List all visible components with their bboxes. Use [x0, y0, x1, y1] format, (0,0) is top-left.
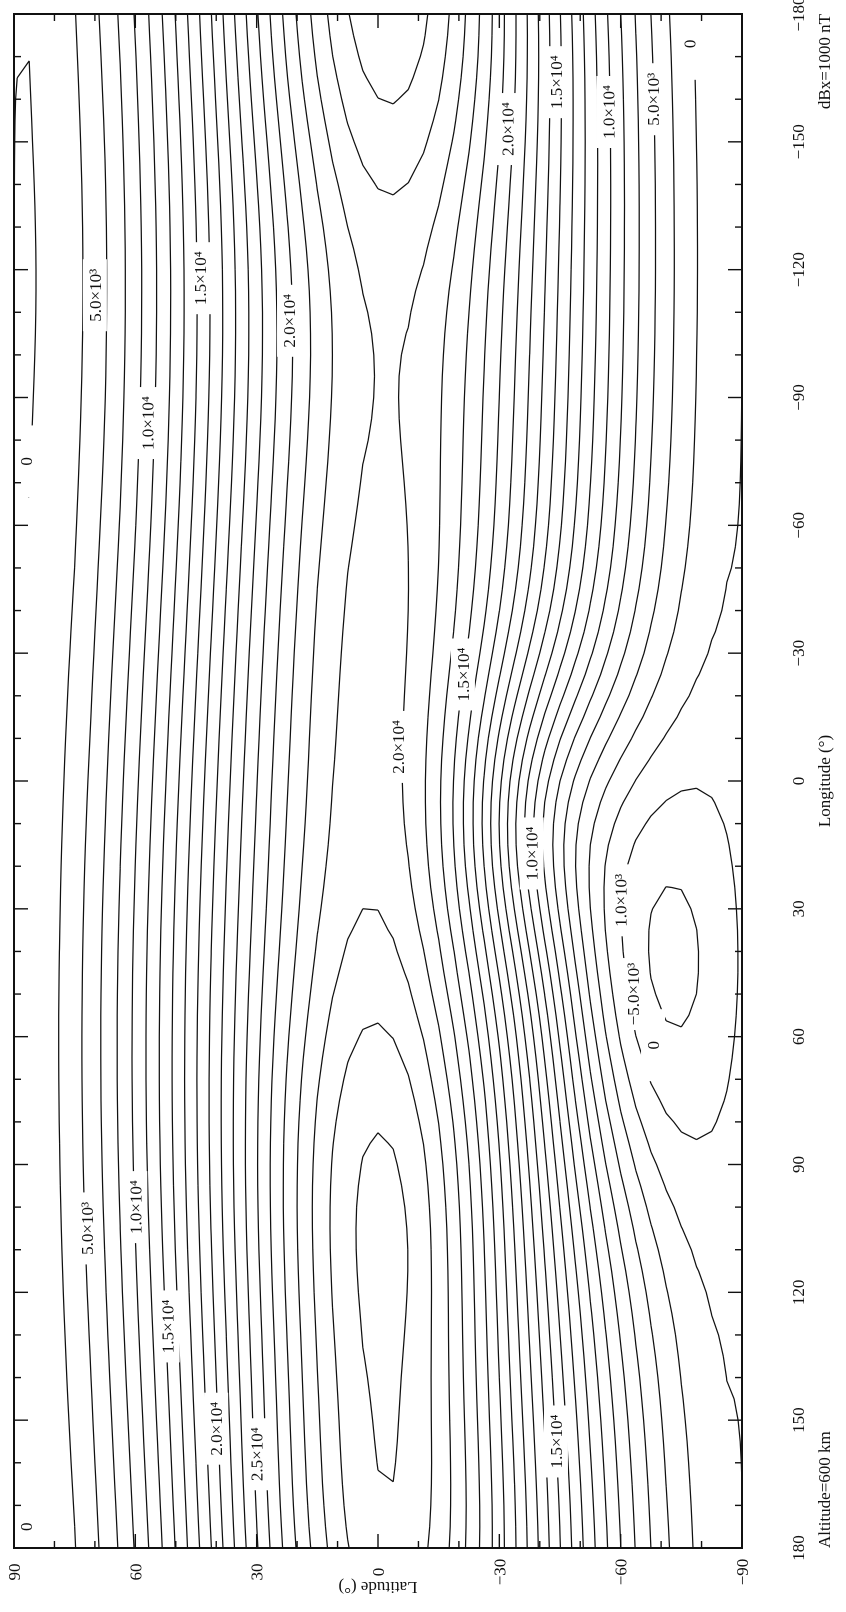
contour-label: 5.0×10³: [78, 1202, 97, 1255]
contour-label-background: [82, 259, 107, 332]
latitude-tick-label: −30: [490, 1559, 509, 1586]
longitude-tick-label: 90: [789, 1156, 808, 1173]
contour-label-background: [135, 387, 160, 460]
latitude-tick-labels: 90 60 30 0 −30 −60 −90: [5, 1559, 752, 1586]
contour-label-background: [608, 864, 633, 937]
contour-label-background: [188, 242, 213, 315]
longitude-tick-label: 0: [789, 777, 808, 786]
contour-label: 5.0×10³: [86, 269, 105, 322]
contour-label: 0: [17, 1522, 36, 1531]
contour-line: [311, 13, 452, 1549]
contour-line: [208, 13, 551, 1549]
x-axis-title: Longitude (°): [815, 735, 834, 827]
contour-label-background: [620, 958, 645, 1031]
contour-label-background: [519, 817, 544, 890]
axis-ticks: [13, 13, 743, 1549]
contour-label: 1.0×10⁴: [138, 396, 157, 450]
longitude-tick-label: −120: [789, 252, 808, 287]
contour-line: [145, 13, 612, 1549]
contour-label-background: [641, 63, 666, 136]
latitude-tick-label: −60: [612, 1559, 631, 1586]
contour-label: 1.5×10⁴: [159, 1299, 178, 1353]
contour-label-background: [277, 284, 302, 357]
contour-line: [171, 13, 586, 1549]
contour-label: 2.0×10⁴: [207, 1402, 226, 1456]
contour-label-background: [204, 1392, 229, 1465]
contour-lines: [13, 13, 743, 1549]
interval-annotation: dBx=1000 nT: [815, 13, 834, 109]
contour-line: [116, 13, 640, 1549]
longitude-tick-label: 180: [789, 1535, 808, 1561]
longitude-tick-label: −150: [789, 124, 808, 159]
contour-label-background: [14, 425, 39, 498]
contour-label-background: [123, 1171, 148, 1244]
contour-label: 2.0×10⁴: [389, 720, 408, 774]
longitude-tick-label: 30: [789, 900, 808, 917]
contour-label: −5.0×10³: [624, 963, 643, 1026]
latitude-tick-label: 60: [126, 1564, 145, 1581]
longitude-tick-label: −30: [789, 640, 808, 667]
contour-line: [296, 13, 467, 1549]
contour-label: 2.0×10⁴: [498, 102, 517, 156]
contour-line: [232, 13, 529, 1549]
contour-line: [282, 13, 481, 1549]
contour-line: [220, 13, 540, 1549]
longitude-tick-label: 120: [789, 1280, 808, 1306]
contour-line: [183, 13, 574, 1549]
contour-label-background: [14, 1490, 39, 1563]
contour-label: 0: [680, 40, 699, 49]
latitude-tick-label: −90: [733, 1559, 752, 1586]
contour-label: 0: [644, 1041, 663, 1050]
contour-labels: 0 5.0×10³ 1.0×10⁴ 1.5×10⁴ 2.0×10⁴ 2.5×10⁴ 1.5×…: [14, 7, 702, 1563]
latitude-tick-label: 90: [5, 1564, 24, 1581]
contour-label: 1.5×10⁴: [547, 55, 566, 109]
contour-label: 0: [17, 457, 36, 466]
contour-label-background: [450, 638, 475, 711]
contour-line: [269, 13, 493, 1549]
contour-line: [647, 886, 700, 1028]
contour-label: 1.5×10⁴: [547, 1415, 566, 1469]
contour-label: 1.0×10³: [612, 874, 631, 927]
contour-line: [158, 13, 599, 1549]
contour-label: 1.0×10⁴: [126, 1180, 145, 1234]
contour-line: [100, 13, 657, 1549]
contour-line: [81, 13, 675, 1549]
contour-line: [196, 13, 563, 1549]
contour-label-background: [641, 1009, 666, 1082]
contour-label-background: [596, 76, 621, 149]
longitude-tick-label: 150: [789, 1407, 808, 1433]
longitude-tick-label: −60: [789, 512, 808, 539]
longitude-tick-label: 60: [789, 1028, 808, 1045]
latitude-tick-label: 0: [369, 1568, 388, 1577]
contour-label-background: [677, 7, 702, 80]
contour-label-background: [495, 93, 520, 166]
longitude-tick-label: −180: [789, 0, 808, 32]
contour-line: [329, 13, 433, 1549]
contour-label: 1.0×10⁴: [523, 826, 542, 880]
contour-label-background: [155, 1290, 180, 1363]
contour-label: 1.0×10⁴: [600, 85, 619, 139]
contour-label-background: [386, 710, 411, 783]
contour-label: 1.5×10⁴: [191, 251, 210, 305]
contour-line: [355, 1132, 409, 1483]
contour-label-background: [74, 1192, 99, 1265]
contour-label: 5.0×10³: [644, 73, 663, 126]
contour-label-background: [543, 1405, 568, 1478]
latitude-tick-label: 30: [248, 1564, 267, 1581]
contour-label: 1.5×10⁴: [454, 648, 473, 702]
longitude-tick-label: −90: [789, 384, 808, 411]
y-axis-title: Latitude (°): [338, 1578, 417, 1597]
contour-label-background: [543, 46, 568, 119]
contour-label: 2.0×10⁴: [280, 294, 299, 348]
longitude-tick-labels: −180 −150 −120 −90 −60 −30 0 30 60 90 120 150 180: [789, 0, 808, 1561]
contour-label-background: [244, 1418, 269, 1491]
contour-label: 2.5×10⁴: [248, 1427, 267, 1481]
altitude-annotation: Altitude=600 km: [815, 1431, 834, 1548]
